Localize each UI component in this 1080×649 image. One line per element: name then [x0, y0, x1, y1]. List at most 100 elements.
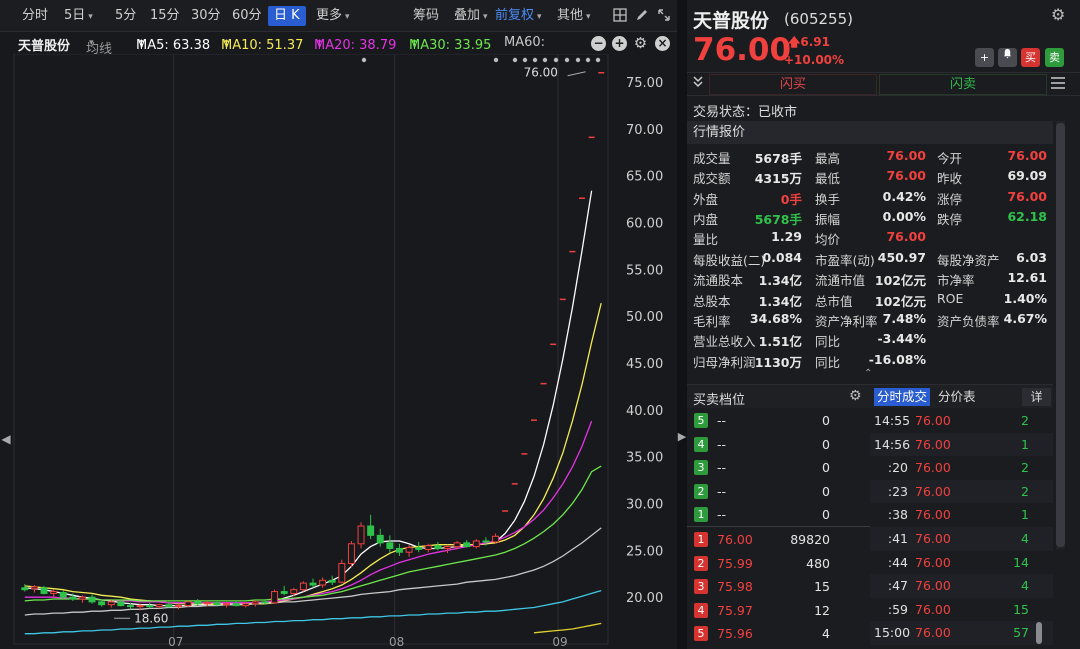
ask-level-row[interactable]: 1 -- 0: [687, 503, 870, 527]
other-menu-button[interactable]: 其他 ▾: [557, 6, 591, 26]
event-marker[interactable]: [512, 57, 518, 63]
add-watchlist-button[interactable]: +: [975, 48, 994, 67]
close-icon[interactable]: ×: [655, 36, 670, 51]
ask-level-row[interactable]: 5 -- 0: [687, 409, 870, 433]
scrollbar-thumb[interactable]: [1056, 123, 1065, 547]
double-chevron-down-icon[interactable]: [693, 76, 703, 91]
trade-price: 76.00: [915, 436, 951, 452]
chevron-down-icon: ▾: [586, 12, 591, 22]
quote-scrollbar[interactable]: [1056, 121, 1065, 549]
bid-level-row[interactable]: 4 75.97 12: [687, 599, 870, 623]
trade-volume: 1: [1021, 436, 1029, 452]
quote-row: 内盘 5678手 振幅 0.00% 跌停 62.18: [687, 207, 1053, 227]
series-line-ma250: [533, 622, 602, 634]
pen-draw-icon[interactable]: [634, 8, 650, 24]
detail-button[interactable]: 详: [1022, 388, 1051, 406]
left-collapse-arrow-icon[interactable]: ◀: [1, 432, 11, 446]
candle: [357, 522, 365, 549]
flash-sell-button[interactable]: 闪卖: [879, 74, 1047, 95]
ask-level-row[interactable]: 2 -- 0: [687, 480, 870, 504]
y-tick-label: 65.00: [626, 170, 663, 185]
bid-level-row[interactable]: 3 75.98 15: [687, 575, 870, 599]
trade-row: :44 76.00 14: [870, 551, 1053, 575]
tab-60min[interactable]: 60分: [232, 8, 262, 23]
event-marker[interactable]: [493, 57, 499, 63]
buy-button[interactable]: 买: [1021, 48, 1040, 67]
quote-value: 76.00: [886, 168, 926, 184]
candle: [175, 603, 182, 610]
sell-button[interactable]: 卖: [1045, 48, 1064, 67]
panel-divider[interactable]: ▶: [677, 0, 687, 649]
candle: [184, 600, 192, 608]
tab-30min[interactable]: 30分: [191, 8, 221, 23]
tab-5min[interactable]: 5分: [115, 8, 137, 23]
quote-value: 76.00: [1007, 148, 1047, 163]
bid-level-row[interactable]: 2 75.99 480: [687, 552, 870, 576]
tab-15min[interactable]: 15分: [150, 8, 180, 23]
gear-icon[interactable]: ⚙: [849, 388, 862, 404]
event-marker[interactable]: [542, 57, 548, 63]
time-sales-scrollbar[interactable]: [1035, 408, 1042, 648]
gear-icon[interactable]: ⚙: [1051, 5, 1066, 24]
event-marker[interactable]: [575, 57, 581, 63]
grid-layout-icon[interactable]: [612, 8, 628, 24]
candle-body: [357, 525, 365, 545]
chevron-up-icon[interactable]: ⌃: [864, 368, 873, 379]
event-marker[interactable]: [553, 57, 559, 63]
candle-body: [223, 603, 231, 606]
event-marker[interactable]: [522, 57, 528, 63]
level-price: --: [717, 483, 727, 499]
candle-body: [271, 591, 279, 604]
candle-body: [155, 604, 163, 608]
zoom-in-button[interactable]: +: [612, 36, 627, 51]
bell-alert-button[interactable]: [998, 48, 1017, 67]
candle-body: [367, 525, 375, 536]
event-marker[interactable]: [595, 57, 601, 63]
candle-body: [194, 601, 202, 605]
flash-buy-button[interactable]: 闪买: [709, 74, 877, 95]
right-expand-arrow-icon[interactable]: ▶: [677, 430, 687, 443]
candle-body: [184, 601, 192, 607]
kline-chart-panel: 分时 5日 ▾ 5分 15分 30分 60分 日 K 更多 ▾ 筹码 叠加 ▾ 前复权…: [0, 6, 677, 649]
tab-price-table[interactable]: 分价表: [938, 389, 976, 404]
chip-distribution-button[interactable]: 筹码: [413, 8, 440, 23]
fullscreen-icon[interactable]: [656, 8, 672, 24]
tab-intraday[interactable]: 分时: [22, 8, 49, 23]
gear-icon[interactable]: ⚙: [633, 34, 648, 52]
candle: [434, 541, 442, 551]
level-volume: 15: [814, 579, 830, 595]
tab-5day[interactable]: 5日 ▾: [64, 6, 93, 26]
level-badge: 3: [694, 579, 708, 595]
hamburger-menu-icon[interactable]: [1051, 75, 1065, 93]
level-price: --: [717, 460, 727, 476]
level-price: --: [717, 436, 727, 452]
candle: [21, 584, 29, 592]
zoom-out-button[interactable]: −: [591, 36, 606, 51]
financial-value: 34.68%: [749, 310, 802, 326]
tab-time-sales[interactable]: 分时成交: [874, 388, 931, 406]
tab-more[interactable]: 更多 ▾: [316, 6, 350, 26]
event-marker[interactable]: [564, 57, 570, 63]
ma-style-label: 均线: [86, 42, 113, 57]
ask-level-row[interactable]: 4 -- 0: [687, 433, 870, 457]
scrollbar-thumb[interactable]: [1036, 622, 1042, 644]
event-marker[interactable]: [585, 57, 591, 63]
quote-row: 量比 1.29 均价 76.00: [687, 227, 1053, 247]
candle: [98, 599, 106, 607]
annotation-arrow: [567, 71, 586, 77]
candle: [50, 589, 58, 598]
ask-level-row[interactable]: 3 -- 0: [687, 456, 870, 480]
adjust-price-button[interactable]: 前复权 ▾: [495, 6, 542, 26]
candle-body: [242, 603, 250, 607]
bid-level-row[interactable]: 5 75.96 4: [687, 622, 870, 646]
bid-level-row[interactable]: 1 76.00 89820: [687, 528, 870, 552]
event-marker[interactable]: [532, 57, 538, 63]
event-marker[interactable]: [361, 57, 367, 63]
overlay-button[interactable]: 叠加 ▾: [454, 6, 488, 26]
trade-volume: 4: [1021, 531, 1029, 546]
tab-daily-k[interactable]: 日 K: [268, 6, 306, 26]
candle-body: [444, 546, 451, 549]
candle-body: [107, 601, 115, 606]
quote-label: 成交额: [693, 171, 731, 187]
trade-price: 76.00: [915, 531, 951, 546]
